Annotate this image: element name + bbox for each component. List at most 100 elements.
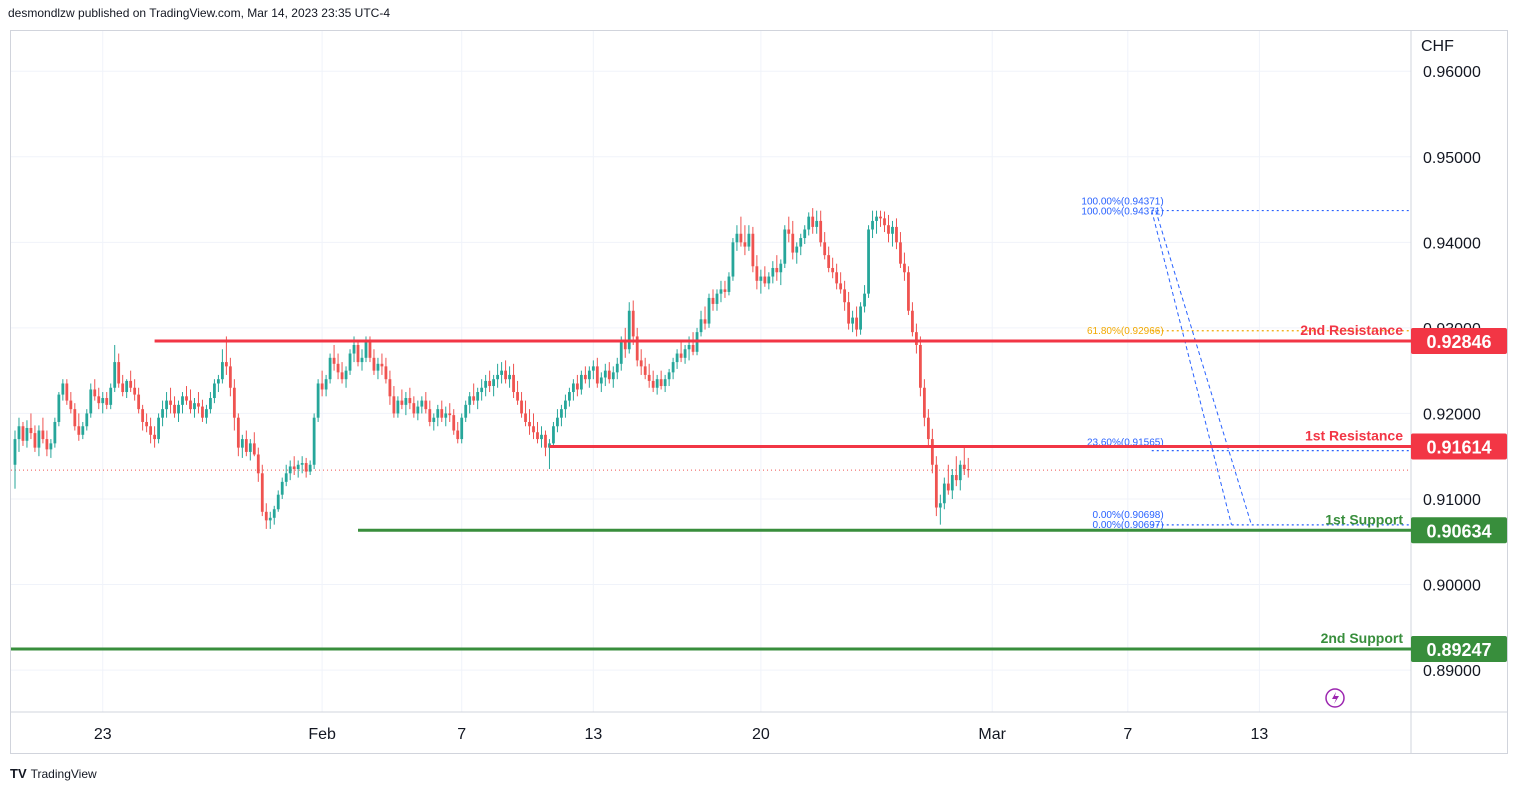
candle-body[interactable] [288, 466, 292, 474]
candle-body[interactable] [679, 353, 683, 358]
candle-body[interactable] [360, 357, 364, 363]
candle-body[interactable] [424, 400, 428, 410]
candle-body[interactable] [376, 363, 380, 371]
candle-body[interactable] [771, 267, 775, 277]
candle-body[interactable] [77, 426, 81, 435]
candle-body[interactable] [332, 357, 336, 364]
candle-body[interactable] [41, 430, 45, 440]
candle-body[interactable] [524, 413, 527, 422]
candle-body[interactable] [388, 379, 392, 397]
candle-body[interactable] [472, 396, 476, 401]
candle-body[interactable] [133, 387, 137, 395]
candle-body[interactable] [33, 433, 37, 448]
candle-body[interactable] [436, 409, 440, 418]
candle-body[interactable] [236, 417, 240, 448]
candle-body[interactable] [651, 380, 655, 388]
candle-body[interactable] [579, 374, 583, 390]
candle-body[interactable] [17, 426, 21, 440]
candle-body[interactable] [611, 372, 615, 380]
candle-body[interactable] [101, 398, 105, 404]
candle-body[interactable] [205, 409, 208, 418]
candle-body[interactable] [583, 374, 587, 380]
candle-body[interactable] [232, 387, 236, 418]
candle-body[interactable] [516, 392, 519, 401]
candle-body[interactable] [125, 380, 129, 393]
candle-body[interactable] [49, 443, 53, 450]
candle-body[interactable] [500, 370, 503, 375]
candle-body[interactable] [843, 289, 847, 303]
candle-body[interactable] [89, 389, 93, 414]
candle-body[interactable] [571, 383, 575, 393]
candle-body[interactable] [161, 409, 164, 418]
candle-body[interactable] [221, 362, 224, 380]
candle-body[interactable] [512, 374, 515, 393]
candle-body[interactable] [911, 310, 914, 333]
candle-body[interactable] [488, 380, 492, 387]
candle-body[interactable] [891, 226, 894, 234]
candle-body[interactable] [954, 475, 958, 481]
candle-body[interactable] [45, 439, 49, 450]
candle-body[interactable] [69, 400, 73, 410]
candle-body[interactable] [647, 374, 651, 381]
candle-body[interactable] [209, 398, 212, 410]
candle-body[interactable] [560, 409, 563, 418]
candle-body[interactable] [392, 396, 396, 414]
candle-body[interactable] [440, 409, 444, 418]
candle-body[interactable] [962, 464, 966, 470]
candle-body[interactable] [244, 439, 248, 452]
candle-body[interactable] [73, 409, 77, 427]
candle-body[interactable] [157, 417, 160, 440]
candle-body[interactable] [344, 370, 348, 380]
candle-body[interactable] [348, 353, 352, 371]
candle-body[interactable] [715, 293, 719, 304]
candle-body[interactable] [496, 374, 500, 380]
candle-body[interactable] [667, 372, 671, 380]
candle-body[interactable] [85, 413, 89, 427]
candle-body[interactable] [117, 362, 121, 384]
candle-body[interactable] [723, 289, 727, 292]
candle-body[interactable] [324, 379, 328, 390]
candle-body[interactable] [169, 400, 172, 405]
candle-body[interactable] [615, 363, 619, 373]
candle-body[interactable] [934, 464, 938, 508]
candle-body[interactable] [635, 336, 639, 361]
candle-body[interactable] [368, 340, 372, 358]
candle-body[interactable] [966, 469, 970, 471]
candle-body[interactable] [384, 366, 388, 380]
candle-body[interactable] [400, 400, 404, 405]
candle-body[interactable] [448, 413, 452, 416]
candle-body[interactable] [420, 400, 424, 407]
candle-body[interactable] [173, 404, 176, 414]
candle-body[interactable] [312, 417, 316, 465]
candle-body[interactable] [919, 344, 922, 388]
candle-body[interactable] [556, 417, 559, 427]
candle-body[interactable] [731, 242, 735, 277]
candle-body[interactable] [895, 226, 898, 243]
candle-body[interactable] [484, 380, 488, 388]
candle-body[interactable] [835, 272, 839, 284]
flash-icon[interactable] [1325, 688, 1345, 708]
candle-body[interactable] [631, 310, 635, 337]
candle-body[interactable] [408, 398, 412, 404]
candle-body[interactable] [751, 233, 755, 267]
candle-body[interactable] [268, 517, 272, 521]
candle-body[interactable] [428, 409, 432, 422]
candle-body[interactable] [727, 276, 731, 292]
candle-body[interactable] [926, 417, 930, 440]
candle-body[interactable] [946, 483, 950, 491]
candle-body[interactable] [328, 357, 332, 380]
candle-body[interactable] [938, 503, 942, 508]
candle-body[interactable] [707, 297, 711, 324]
candle-body[interactable] [903, 263, 906, 273]
candle-body[interactable] [29, 427, 33, 434]
candle-body[interactable] [145, 421, 149, 427]
candle-body[interactable] [815, 220, 819, 227]
candle-body[interactable] [807, 216, 811, 230]
candle-body[interactable] [795, 246, 799, 253]
candle-body[interactable] [396, 400, 400, 414]
candle-body[interactable] [296, 464, 300, 470]
chart-frame[interactable]: 0.890000.900000.910000.920000.930000.940… [10, 30, 1508, 754]
candle-body[interactable] [37, 430, 41, 448]
candle-body[interactable] [25, 427, 29, 441]
candle-body[interactable] [607, 370, 611, 380]
